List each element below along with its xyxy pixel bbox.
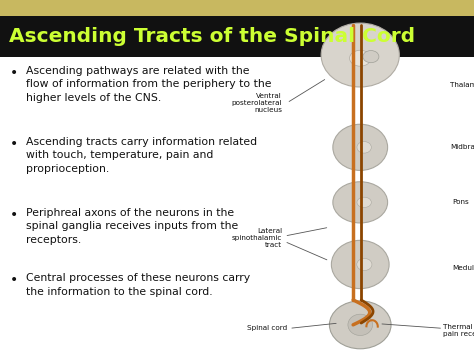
Text: Thalamus: Thalamus — [450, 82, 474, 88]
Ellipse shape — [331, 240, 389, 289]
Ellipse shape — [357, 197, 371, 207]
Ellipse shape — [333, 182, 388, 223]
Text: Medulla: Medulla — [453, 265, 474, 271]
Text: •: • — [9, 208, 18, 222]
FancyBboxPatch shape — [0, 0, 474, 16]
Ellipse shape — [357, 142, 371, 153]
Text: Lateral
spinothalamic
tract: Lateral spinothalamic tract — [232, 228, 282, 248]
Ellipse shape — [333, 124, 388, 170]
Text: Ascending Tracts of the Spinal Cord: Ascending Tracts of the Spinal Cord — [9, 27, 415, 46]
FancyBboxPatch shape — [0, 16, 474, 57]
Text: Ventral
posterolateral
nucleus: Ventral posterolateral nucleus — [231, 93, 282, 113]
Text: Ascending pathways are related with the
flow of information from the periphery t: Ascending pathways are related with the … — [26, 66, 272, 103]
Text: •: • — [9, 273, 18, 287]
Text: •: • — [9, 137, 18, 151]
FancyBboxPatch shape — [0, 57, 474, 355]
Ellipse shape — [348, 314, 373, 335]
Ellipse shape — [363, 50, 379, 63]
Ellipse shape — [349, 50, 371, 66]
Text: Midbrain: Midbrain — [450, 144, 474, 150]
Text: Pons: Pons — [453, 200, 469, 205]
Ellipse shape — [357, 258, 372, 271]
Text: Ascending tracts carry information related
with touch, temperature, pain and
pro: Ascending tracts carry information relat… — [26, 137, 257, 174]
Text: Periphreal axons of the neurons in the
spinal ganglia receives inputs from the
r: Periphreal axons of the neurons in the s… — [26, 208, 238, 245]
Text: Cerebral
cortex: Cerebral cortex — [441, 38, 472, 51]
Ellipse shape — [329, 301, 391, 349]
Text: Spinal cord: Spinal cord — [246, 326, 287, 331]
Text: Thermal and
pain receptors: Thermal and pain receptors — [443, 324, 474, 337]
Text: Central processes of these neurons carry
the information to the spinal cord.: Central processes of these neurons carry… — [26, 273, 250, 297]
Ellipse shape — [321, 23, 399, 87]
Text: •: • — [9, 66, 18, 80]
